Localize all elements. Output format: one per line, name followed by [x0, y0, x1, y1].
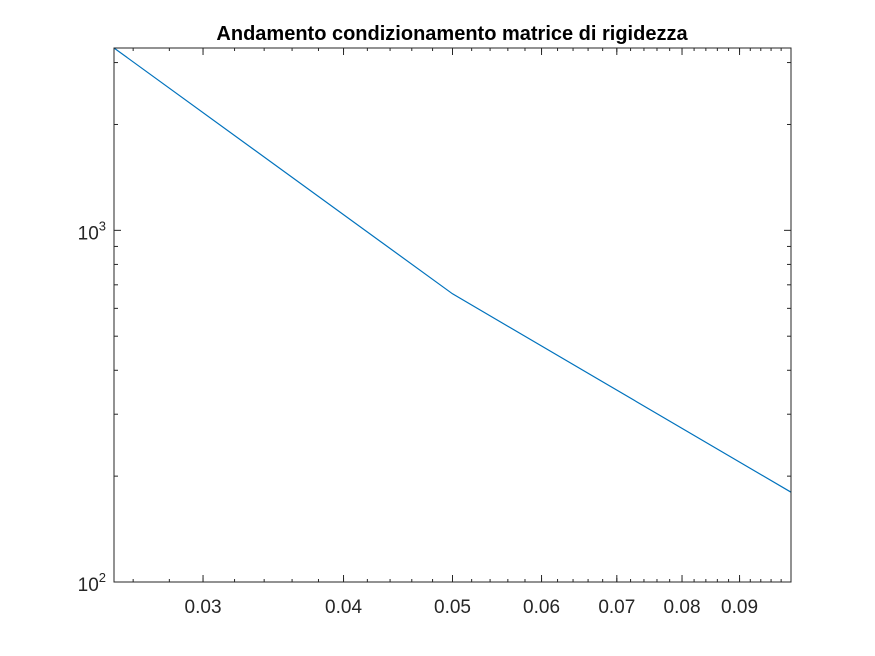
y-tick-label-base: 10	[78, 575, 99, 596]
y-tick-label-exponent: 2	[99, 570, 106, 585]
plot-area-box	[113, 47, 792, 583]
ticks-layer	[114, 48, 791, 583]
series-line	[113, 47, 792, 493]
y-tick-label-base: 10	[78, 223, 99, 244]
x-tick-label: 0.06	[523, 597, 560, 618]
y-tick-label: 103	[78, 218, 106, 244]
x-tick-label: 0.08	[664, 597, 701, 618]
x-tick-label: 0.09	[721, 597, 758, 618]
x-tick-label: 0.04	[325, 597, 362, 618]
x-tick-label: 0.07	[598, 597, 635, 618]
series-layer	[113, 47, 792, 493]
chart-title: Andamento condizionamento matrice di rig…	[216, 23, 688, 45]
x-tick-label: 0.05	[434, 597, 471, 618]
y-tick-label: 102	[78, 570, 106, 596]
x-tick-label: 0.03	[185, 597, 222, 618]
y-tick-label-exponent: 3	[99, 218, 106, 233]
